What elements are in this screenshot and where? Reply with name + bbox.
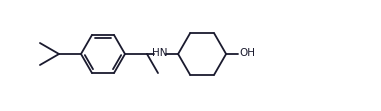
Text: HN: HN [152, 48, 168, 58]
Text: OH: OH [239, 48, 255, 58]
